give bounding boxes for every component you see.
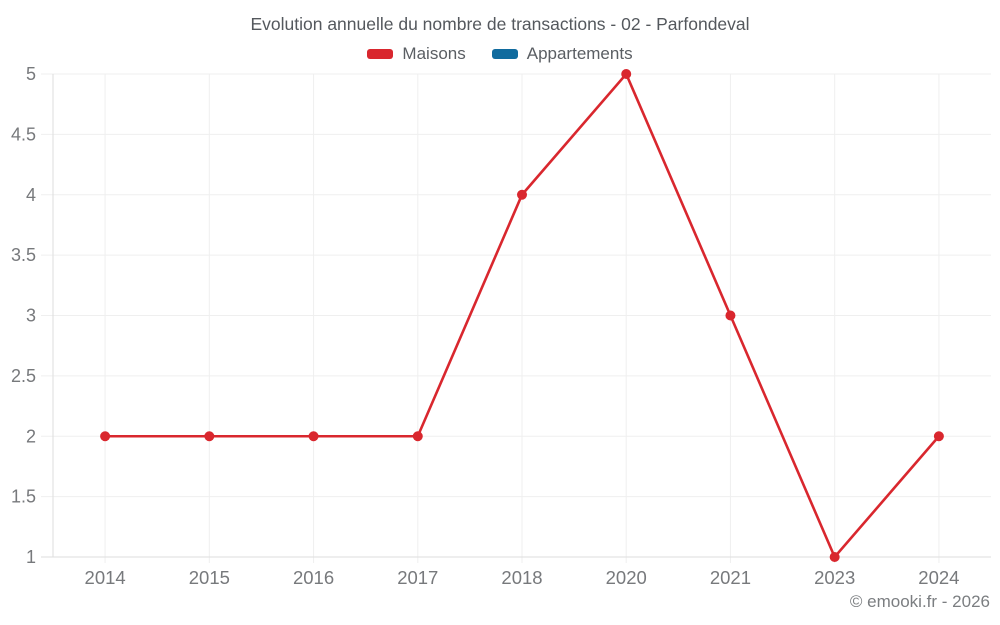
- y-tick-label: 4.5: [11, 124, 36, 144]
- data-point[interactable]: [725, 310, 736, 321]
- y-tick-label: 2.5: [11, 366, 36, 386]
- x-tick-label: 2015: [189, 567, 230, 588]
- x-tick-label: 2016: [293, 567, 334, 588]
- x-tick-label: 2018: [501, 567, 542, 588]
- x-tick-label: 2023: [814, 567, 855, 588]
- legend-label-maisons: Maisons: [402, 44, 466, 63]
- y-tick-label: 1: [26, 547, 36, 567]
- data-point[interactable]: [100, 431, 111, 442]
- data-point[interactable]: [621, 69, 632, 79]
- chart-legend: Maisons Appartements: [0, 44, 1000, 64]
- data-point[interactable]: [308, 431, 319, 442]
- x-tick-label: 2021: [710, 567, 751, 588]
- legend-label-appartements: Appartements: [526, 44, 633, 63]
- data-point[interactable]: [829, 552, 840, 562]
- legend-swatch-appartements-icon: [491, 49, 518, 59]
- y-tick-label: 1.5: [11, 487, 36, 507]
- copyright-credit: © emooki.fr - 2026: [849, 592, 990, 611]
- data-point[interactable]: [517, 189, 527, 200]
- x-tick-label: 2017: [397, 567, 438, 588]
- x-tick-label: 2014: [85, 567, 126, 588]
- chart-title: Evolution annuelle du nombre de transact…: [250, 14, 750, 34]
- x-tick-label: 2024: [918, 567, 959, 588]
- y-tick-label: 3.5: [11, 245, 36, 265]
- x-tick-label: 2020: [606, 567, 647, 588]
- y-tick-label: 2: [26, 426, 36, 446]
- y-tick-label: 4: [26, 185, 36, 205]
- y-tick-label: 5: [26, 64, 36, 84]
- data-point[interactable]: [933, 431, 944, 442]
- legend-item-maisons[interactable]: Maisons: [367, 44, 466, 64]
- legend-swatch-maisons-icon: [367, 49, 394, 59]
- data-point[interactable]: [204, 431, 215, 442]
- legend-item-appartements[interactable]: Appartements: [491, 44, 633, 64]
- data-point[interactable]: [412, 431, 423, 442]
- y-tick-label: 3: [26, 306, 36, 326]
